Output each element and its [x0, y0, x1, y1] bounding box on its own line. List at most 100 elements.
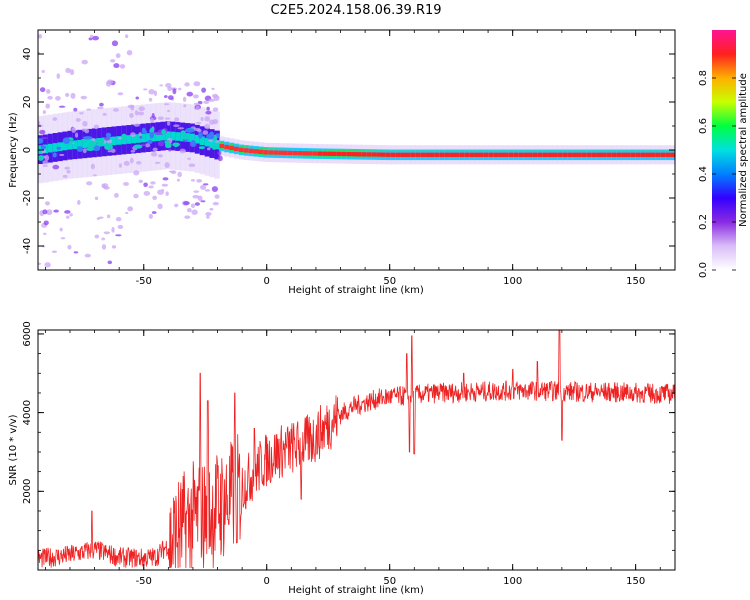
- heat-cell-edge: [479, 156, 485, 158]
- heat-cell-edge: [665, 150, 671, 152]
- heat-cell-core: [268, 150, 274, 155]
- heat-cell-edge: [581, 150, 588, 152]
- heat-cell-edge: [439, 156, 446, 158]
- heat-blob: [121, 133, 127, 141]
- heat-cell-edge: [287, 148, 294, 150]
- heat-blob: [92, 145, 101, 152]
- heat-speckle: [157, 203, 163, 210]
- heat-speckle: [98, 216, 104, 219]
- heat-blob: [164, 140, 170, 145]
- heat-speckle: [66, 170, 71, 174]
- heat-speckle: [86, 108, 92, 111]
- heat-speckle: [200, 200, 206, 203]
- spectrogram-panel: -50 0 50 100 150 -40 -20 0 20 40 Height of straig…: [8, 29, 676, 296]
- heat-speckle: [69, 213, 73, 217]
- y-tick-label: -20: [22, 190, 33, 206]
- heat-cell-edge: [469, 156, 475, 158]
- heat-cell-edge: [283, 155, 289, 157]
- heat-speckle: [139, 136, 143, 139]
- heat-speckle: [45, 103, 51, 109]
- heat-blob: [56, 146, 62, 150]
- heat-speckle: [69, 69, 75, 76]
- heat-cell-core: [630, 152, 637, 157]
- heat-cell-edge: [243, 146, 250, 148]
- heat-cell-edge: [655, 150, 661, 152]
- heat-speckle: [71, 127, 77, 133]
- heat-blob: [105, 132, 112, 138]
- heat-cell-edge: [434, 156, 441, 158]
- heat-cell-core: [111, 136, 117, 146]
- colorbar-tick-label: 0.4: [698, 166, 709, 182]
- heat-speckle: [162, 177, 169, 181]
- heat-speckle: [138, 179, 143, 184]
- heat-cell-core: [238, 147, 245, 153]
- heat-cell-edge: [248, 153, 255, 155]
- heat-speckle: [161, 189, 165, 192]
- heat-speckle: [44, 262, 51, 268]
- heat-speckle: [203, 100, 210, 104]
- heat-speckle: [158, 154, 164, 158]
- heat-cell-core: [278, 150, 284, 155]
- heat-speckle: [44, 201, 50, 206]
- heat-cell-edge: [351, 156, 357, 158]
- heat-cell-core: [327, 151, 333, 156]
- heat-cell-core: [258, 149, 264, 154]
- colorbar-tick-label: 0.0: [698, 262, 709, 278]
- heat-speckle: [214, 194, 220, 199]
- heat-cell-edge: [430, 150, 436, 152]
- heat-cell-edge: [234, 144, 240, 146]
- heat-cell-edge: [336, 156, 343, 158]
- heat-speckle: [138, 106, 145, 112]
- x-tick-label: -50: [136, 576, 152, 587]
- heat-cell-edge: [552, 156, 558, 158]
- heat-cell-edge: [616, 150, 622, 152]
- heat-blob: [76, 146, 84, 152]
- heat-blob: [206, 133, 215, 140]
- heat-speckle: [167, 95, 174, 100]
- heat-cell-edge: [464, 156, 470, 158]
- heat-cell-core: [621, 152, 627, 157]
- heat-cell-core: [376, 152, 382, 157]
- heat-cell-edge: [341, 149, 348, 151]
- heat-speckle: [187, 157, 191, 160]
- heat-cell-core: [82, 139, 88, 149]
- heat-speckle: [62, 174, 68, 178]
- heat-cell-edge: [307, 155, 313, 157]
- heat-speckle: [183, 201, 190, 206]
- heat-cell-edge: [523, 150, 529, 152]
- heat-speckle: [206, 147, 211, 151]
- heat-cell-edge: [626, 150, 632, 152]
- heat-speckle: [212, 107, 219, 112]
- heat-cell-core: [219, 143, 225, 149]
- heat-cell-core: [341, 151, 348, 157]
- heat-cell-edge: [459, 150, 465, 152]
- heat-speckle: [196, 178, 203, 183]
- heat-cell-core: [199, 136, 206, 146]
- heat-cell-core: [287, 150, 294, 156]
- heat-cell-edge: [670, 156, 675, 158]
- heat-speckle: [133, 193, 139, 199]
- heat-speckle: [88, 37, 93, 41]
- heat-speckle: [133, 123, 140, 127]
- heat-cell-edge: [346, 156, 353, 158]
- heat-cell-core: [586, 152, 593, 157]
- heat-cell-core: [611, 152, 617, 157]
- heat-cell-edge: [312, 149, 318, 151]
- heat-speckle: [117, 224, 124, 229]
- heat-speckle: [193, 102, 200, 106]
- heat-cell-core: [229, 145, 235, 151]
- heat-blob: [198, 132, 203, 139]
- heat-speckle: [202, 130, 209, 135]
- heat-cell-edge: [268, 148, 274, 150]
- heat-speckle: [82, 148, 87, 154]
- heat-speckle: [172, 88, 177, 95]
- heat-speckle: [123, 181, 129, 186]
- heat-cell-core: [508, 152, 514, 157]
- heat-speckle: [143, 88, 148, 91]
- heat-cell-edge: [567, 156, 573, 158]
- heat-cell-core: [670, 152, 675, 157]
- heat-speckle: [114, 192, 119, 198]
- heat-speckle: [92, 35, 99, 41]
- heat-speckle: [145, 143, 151, 148]
- heat-speckle: [74, 132, 79, 138]
